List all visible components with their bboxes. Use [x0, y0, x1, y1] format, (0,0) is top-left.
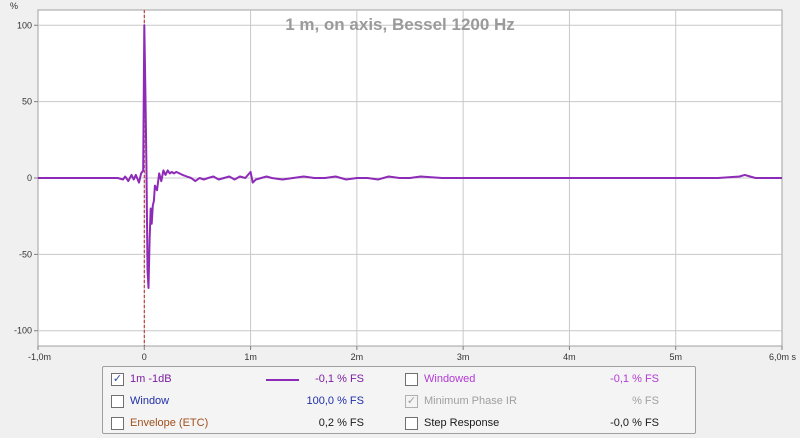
legend-value-step-response: -0,0 % FS [610, 417, 659, 429]
legend-label-step-response: Step Response [424, 417, 500, 429]
legend-item-step-response[interactable]: Step Response [405, 413, 499, 433]
series-line-1m-1db[interactable] [38, 24, 782, 289]
x-tick-label: 5m [669, 352, 682, 362]
legend-item-1m-1db[interactable]: ✓ 1m -1dB [111, 369, 172, 389]
legend-item-windowed[interactable]: Windowed [405, 369, 475, 389]
legend-value-minimum-phase-ir: % FS [632, 395, 659, 407]
y-tick-label: 50 [22, 97, 32, 107]
chart-title: 1 m, on axis, Bessel 1200 Hz [285, 15, 515, 34]
legend-panel: ✓ 1m -1dB -0,1 % FS Windowed -0,1 % FS W… [102, 366, 696, 434]
y-tick-label: -50 [19, 249, 32, 259]
x-tick-label: -1,0m [28, 352, 51, 362]
y-tick-label: -100 [14, 326, 32, 336]
legend-item-minimum-phase-ir[interactable]: ✓ Minimum Phase IR [405, 391, 517, 411]
legend-label-windowed: Windowed [424, 373, 476, 385]
legend-value-1m-1db: -0,1 % FS [315, 373, 364, 385]
x-tick-label: 4m [563, 352, 576, 362]
x-tick-label: 0 [142, 352, 147, 362]
legend-value-window: 100,0 % FS [306, 395, 364, 407]
y-tick-label: 100 [17, 20, 32, 30]
x-tick-label: 6,0m s [769, 352, 797, 362]
checkbox-window[interactable] [111, 394, 124, 408]
y-unit-label: % [10, 1, 18, 11]
x-tick-label: 3m [457, 352, 470, 362]
checkbox-1m-1db[interactable]: ✓ [111, 372, 124, 386]
checkbox-envelope-etc[interactable] [111, 416, 124, 430]
legend-label-window: Window [130, 395, 170, 407]
legend-value-envelope-etc: 0,2 % FS [318, 417, 364, 429]
legend-item-envelope-etc[interactable]: Envelope (ETC) [111, 413, 208, 433]
legend-label-1m-1db: 1m -1dB [130, 373, 172, 385]
checkbox-windowed[interactable] [405, 372, 418, 386]
legend-swatch-1m-1db [266, 379, 299, 381]
x-tick-label: 2m [351, 352, 364, 362]
checkbox-step-response[interactable] [405, 416, 418, 430]
x-tick-label: 1m [244, 352, 257, 362]
legend-label-minimum-phase-ir: Minimum Phase IR [424, 395, 517, 407]
legend-label-envelope-etc: Envelope (ETC) [130, 417, 209, 429]
checkbox-minimum-phase-ir[interactable]: ✓ [405, 394, 418, 408]
impulse-response-chart[interactable]: -1,0m 0 1m 2m 3m 4m 5m 6,0m s 100 50 0 -50 -100% 1 m,… [0, 0, 800, 366]
legend-value-windowed: -0,1 % FS [610, 373, 659, 385]
legend-item-window[interactable]: Window [111, 391, 169, 411]
y-tick-label: 0 [27, 173, 32, 183]
